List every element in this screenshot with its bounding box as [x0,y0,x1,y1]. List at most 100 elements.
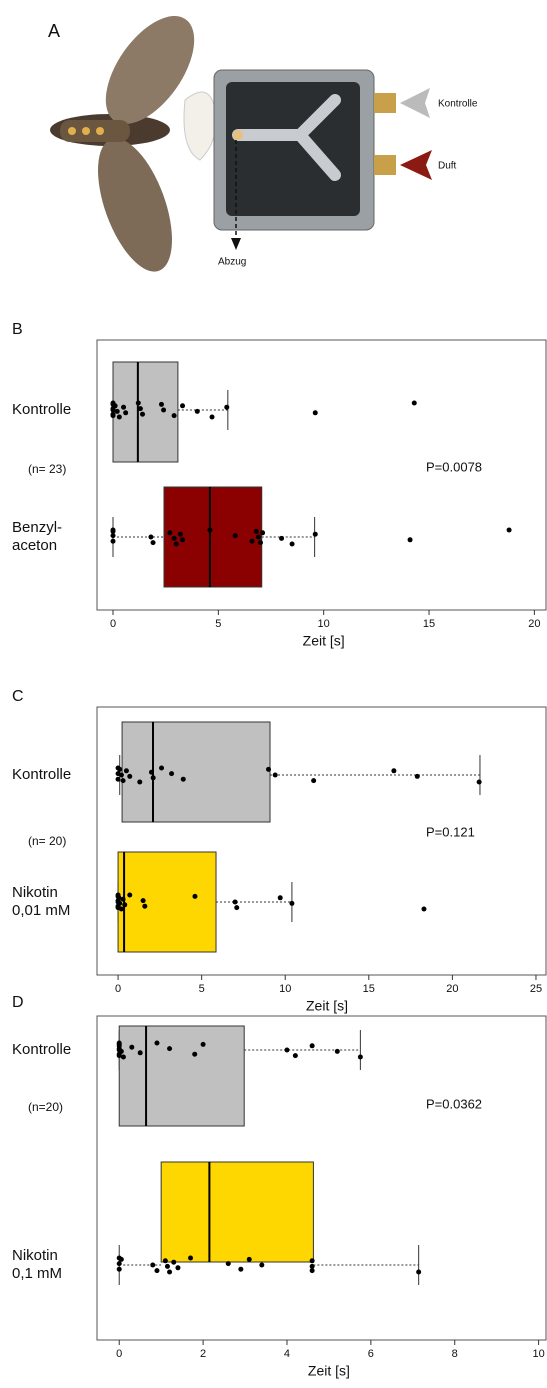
data-point [292,1053,298,1059]
data-point [357,1054,363,1060]
data-point [476,779,482,785]
x-tick-label: 6 [368,1348,374,1360]
data-point [391,768,397,774]
category-label: Kontrolle [12,766,71,783]
data-point [116,895,122,901]
box [117,851,217,953]
data-point [192,893,198,899]
data-point [238,1266,244,1272]
data-point [112,403,118,409]
data-point [116,1266,122,1272]
n-label: (n= 23) [28,462,66,476]
x-tick-label: 4 [284,1348,290,1360]
illustration-label: Kontrolle [438,99,478,110]
box [118,1025,245,1127]
data-point [246,1256,252,1262]
data-point [137,779,143,785]
panel-label: C [12,688,24,705]
data-point [312,410,318,416]
data-point [279,535,285,541]
data-point [171,1259,177,1265]
data-point [154,1268,160,1274]
x-tick-label: 15 [423,618,435,630]
data-point [164,1263,170,1269]
data-point [123,410,129,416]
data-point [167,530,173,536]
data-point [150,775,156,781]
data-point [110,407,116,413]
x-tick-label: 20 [528,618,540,630]
x-tick-label: 0 [116,1348,122,1360]
data-point [116,1261,122,1267]
data-point [266,766,272,772]
n-label: (n=20) [28,1100,63,1114]
box [160,1161,314,1263]
illustration-label: Abzug [218,257,246,268]
data-point [140,411,146,417]
data-point [249,538,255,544]
data-point [123,768,129,774]
data-point [421,906,427,912]
data-point [148,534,154,540]
data-point [122,902,128,908]
data-point [110,533,116,539]
category-label: Kontrolle [12,401,71,418]
data-point [225,1261,231,1267]
data-point [110,413,116,419]
data-point [110,528,116,534]
data-point [169,771,175,777]
data-point [115,776,121,782]
data-point [180,403,186,409]
data-point [167,1269,173,1275]
data-point [192,1051,198,1057]
data-point [312,531,318,537]
x-tick-label: 10 [318,618,330,630]
data-point [255,534,261,540]
n-label: (n= 20) [28,834,66,848]
data-point [116,1043,122,1049]
data-point [289,900,295,906]
data-point [257,540,263,546]
p-value: P=0.121 [426,824,475,839]
p-value: P=0.0362 [426,1096,482,1111]
data-point [127,773,133,779]
category-label: Kontrolle [12,1041,71,1058]
data-point [194,408,200,414]
data-point [120,778,126,784]
plot-frame [96,706,547,976]
data-point [161,407,167,413]
x-tick-label: 8 [452,1348,458,1360]
x-tick-label: 10 [532,1348,544,1360]
data-point [173,541,179,547]
data-point [162,1258,168,1264]
data-point [180,776,186,782]
x-tick-label: 0 [110,618,116,630]
data-point [171,413,177,419]
plot-frame [96,339,547,611]
box [112,361,179,463]
x-tick-label: 25 [530,983,542,995]
data-point [148,769,154,775]
data-point [309,1258,315,1264]
data-point [207,527,213,533]
box [163,486,263,588]
x-tick-label: 2 [200,1348,206,1360]
data-point [506,527,512,533]
data-point [334,1048,340,1054]
data-point [118,772,124,778]
data-point [110,538,116,544]
data-point [171,535,177,541]
data-point [127,892,133,898]
data-point [234,905,240,911]
data-point [114,408,120,414]
data-point [120,896,126,902]
data-point [120,1054,126,1060]
category-label: Benzyl-aceton [12,519,62,554]
data-point [411,400,417,406]
data-point [224,404,230,410]
panel-label: A [48,21,60,41]
data-point [180,537,186,543]
data-point [309,1263,315,1269]
data-point [117,766,123,772]
